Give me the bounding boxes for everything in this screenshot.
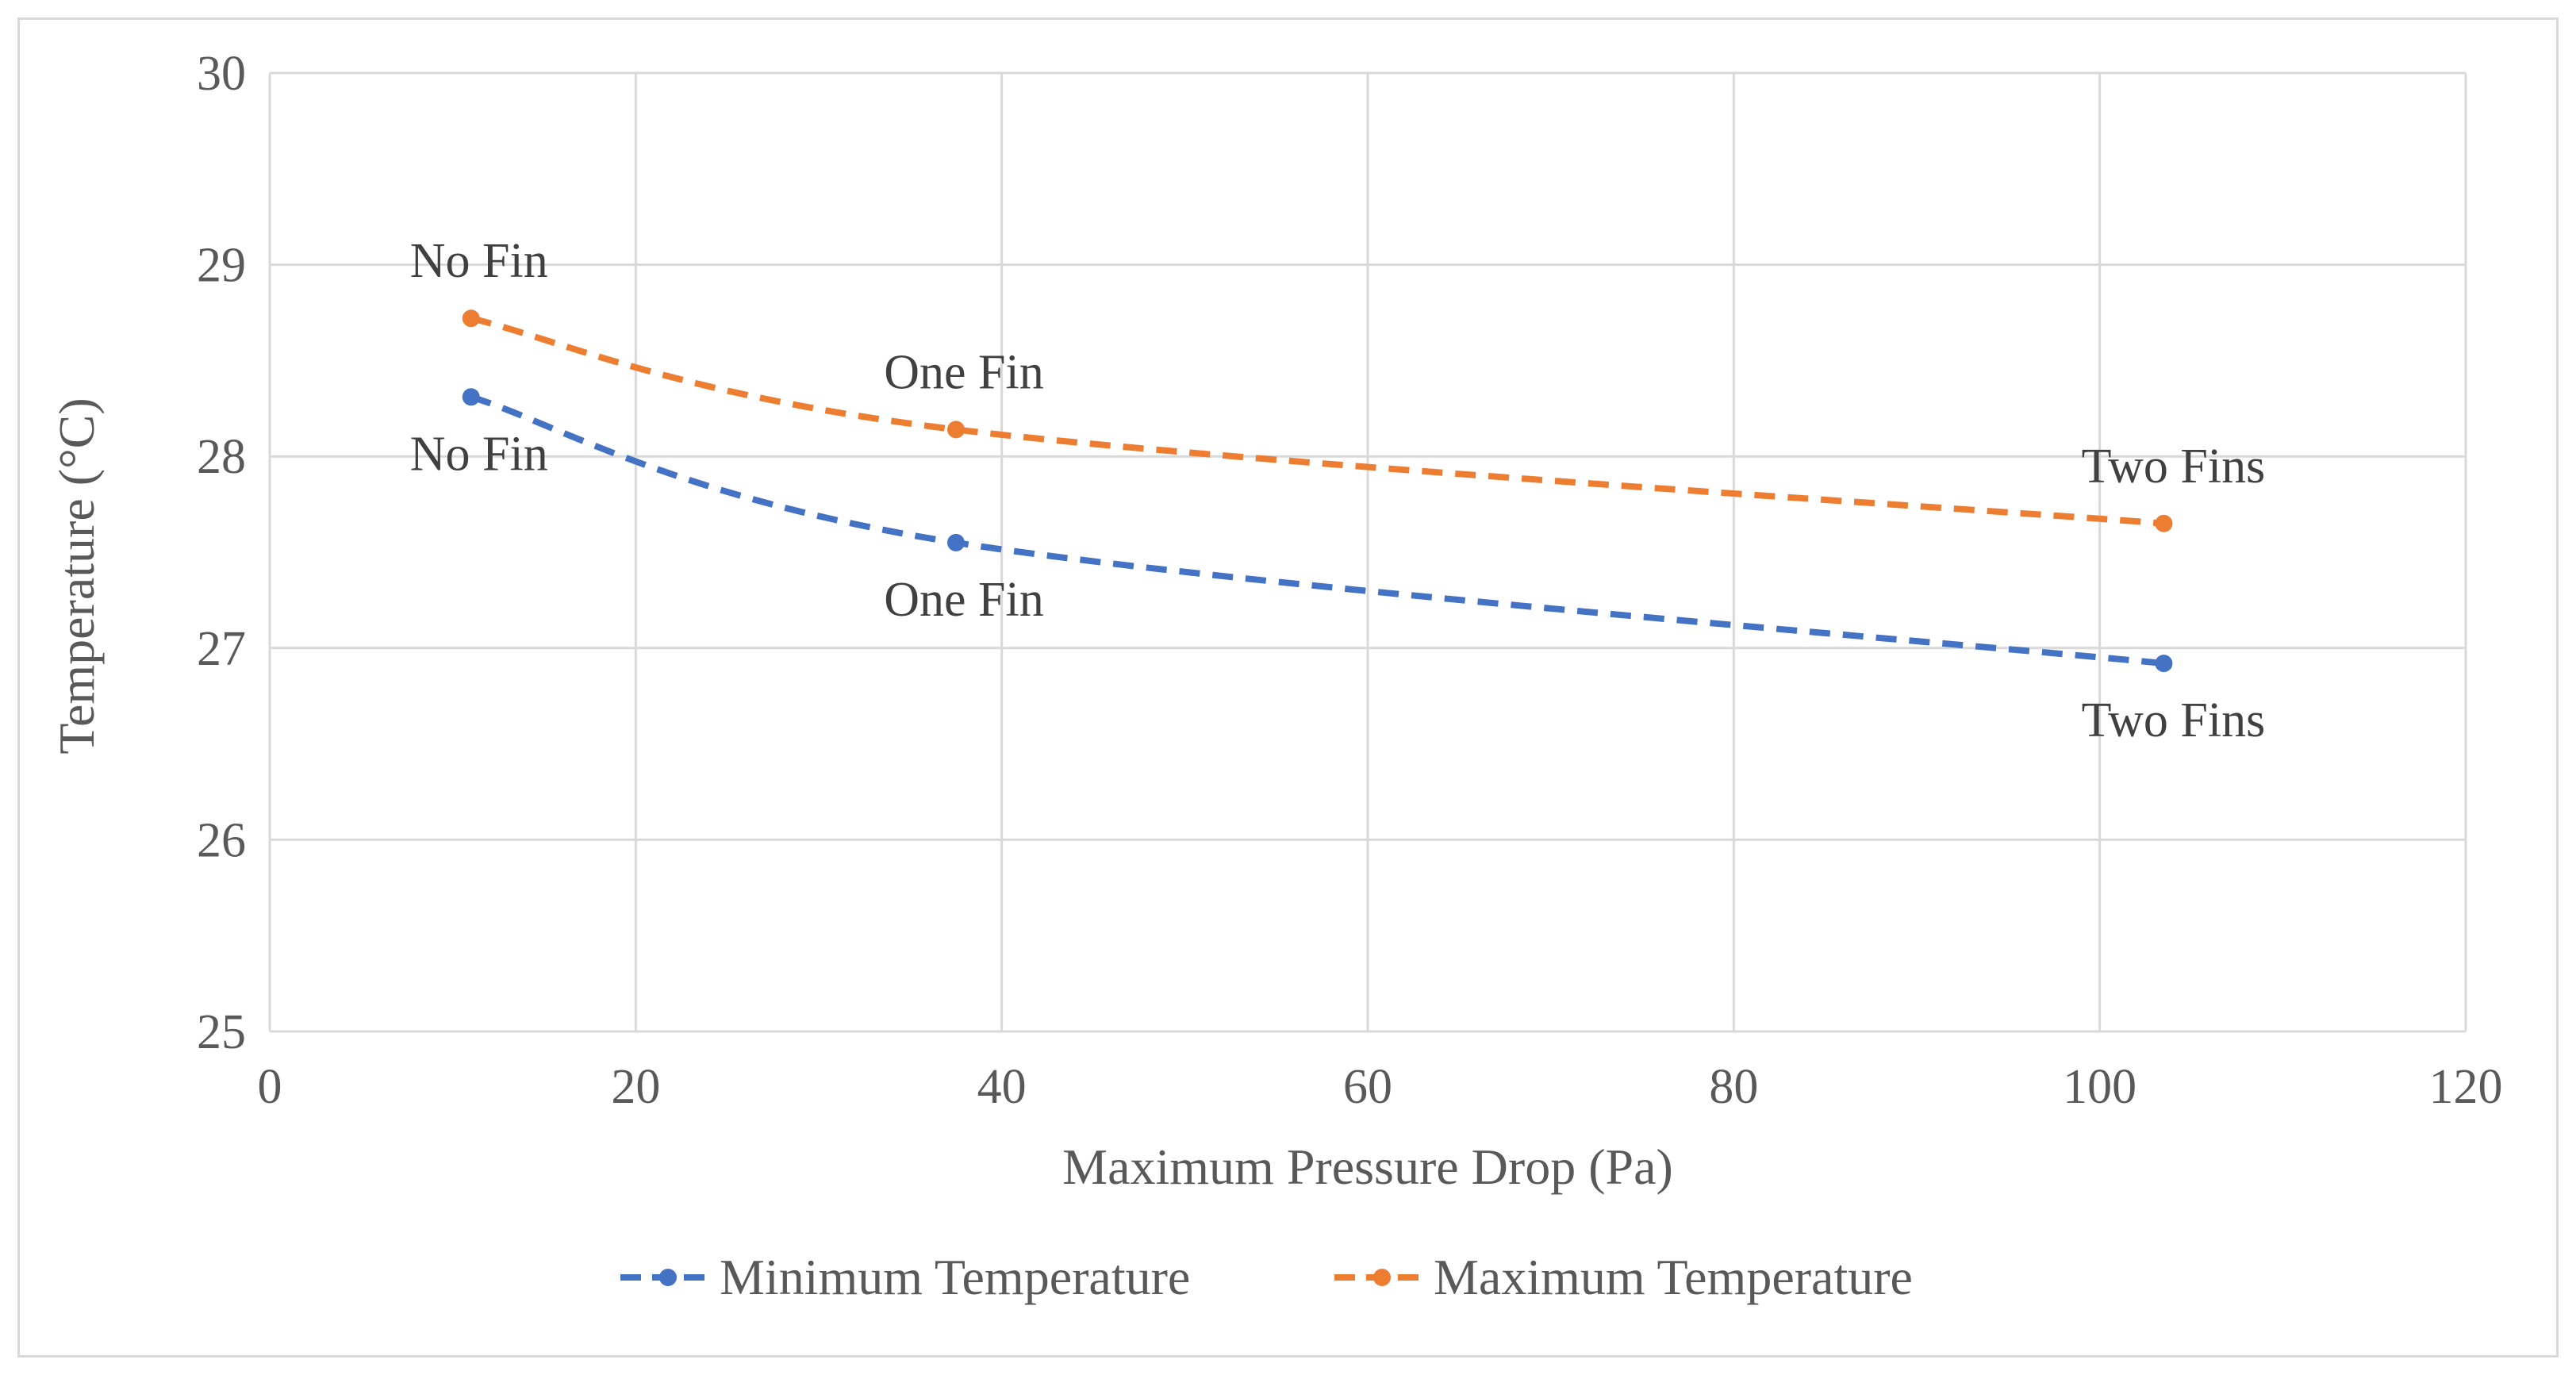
data-point (462, 388, 480, 406)
legend: Minimum Temperature Maximum Temperature (620, 1249, 1913, 1305)
data-label: One Fin (884, 345, 1044, 399)
x-tick-label: 80 (1709, 1060, 1758, 1114)
x-tick-label: 20 (611, 1060, 660, 1114)
legend-label: Minimum Temperature (720, 1249, 1190, 1305)
series (462, 309, 2173, 673)
data-label: Two Fins (2082, 693, 2266, 747)
x-axis-title: Maximum Pressure Drop (Pa) (1062, 1139, 1673, 1195)
legend-swatch-marker (659, 1269, 677, 1286)
y-tick-label: 30 (197, 47, 246, 101)
legend-swatch-marker (1373, 1269, 1391, 1286)
y-tick-label: 26 (197, 813, 246, 867)
y-tick-label: 25 (197, 1005, 246, 1059)
data-labels: No Fin One Fin Two Fins No Fin One Fin Two Fi… (410, 234, 2265, 747)
y-tick-label: 29 (197, 239, 246, 293)
data-label: No Fin (410, 234, 548, 288)
x-tick-label: 40 (977, 1060, 1027, 1114)
data-label: One Fin (884, 573, 1044, 627)
y-tick-label: 28 (197, 430, 246, 484)
legend-entry: Minimum Temperature (620, 1249, 1190, 1305)
x-tick-label: 100 (2063, 1060, 2136, 1114)
data-point (947, 533, 965, 551)
legend-entry: Maximum Temperature (1334, 1249, 1913, 1305)
series-minimum-temperature (462, 388, 2173, 673)
grid-lines (268, 71, 2467, 1033)
data-point (462, 309, 480, 328)
y-axis-title: Temperature (°C) (48, 398, 105, 754)
series-maximum-temperature (462, 309, 2173, 532)
x-tick-label: 60 (1343, 1060, 1392, 1114)
legend-label: Maximum Temperature (1434, 1249, 1913, 1305)
x-tick-label: 0 (258, 1060, 282, 1114)
data-label: Two Fins (2082, 440, 2266, 494)
series-line (470, 394, 2164, 667)
data-point (2155, 655, 2173, 673)
data-point (947, 421, 965, 439)
series-line (470, 315, 2164, 527)
data-label: No Fin (410, 427, 548, 481)
chart-frame (17, 17, 2559, 1358)
axes: 0 20 40 60 80 100 120 25 26 27 28 29 30 (197, 47, 2503, 1114)
x-tick-label: 120 (2429, 1060, 2503, 1114)
data-point (2155, 514, 2173, 532)
axis-titles: Maximum Pressure Drop (Pa) Temperature (… (48, 398, 1673, 1195)
y-tick-label: 27 (197, 622, 246, 676)
